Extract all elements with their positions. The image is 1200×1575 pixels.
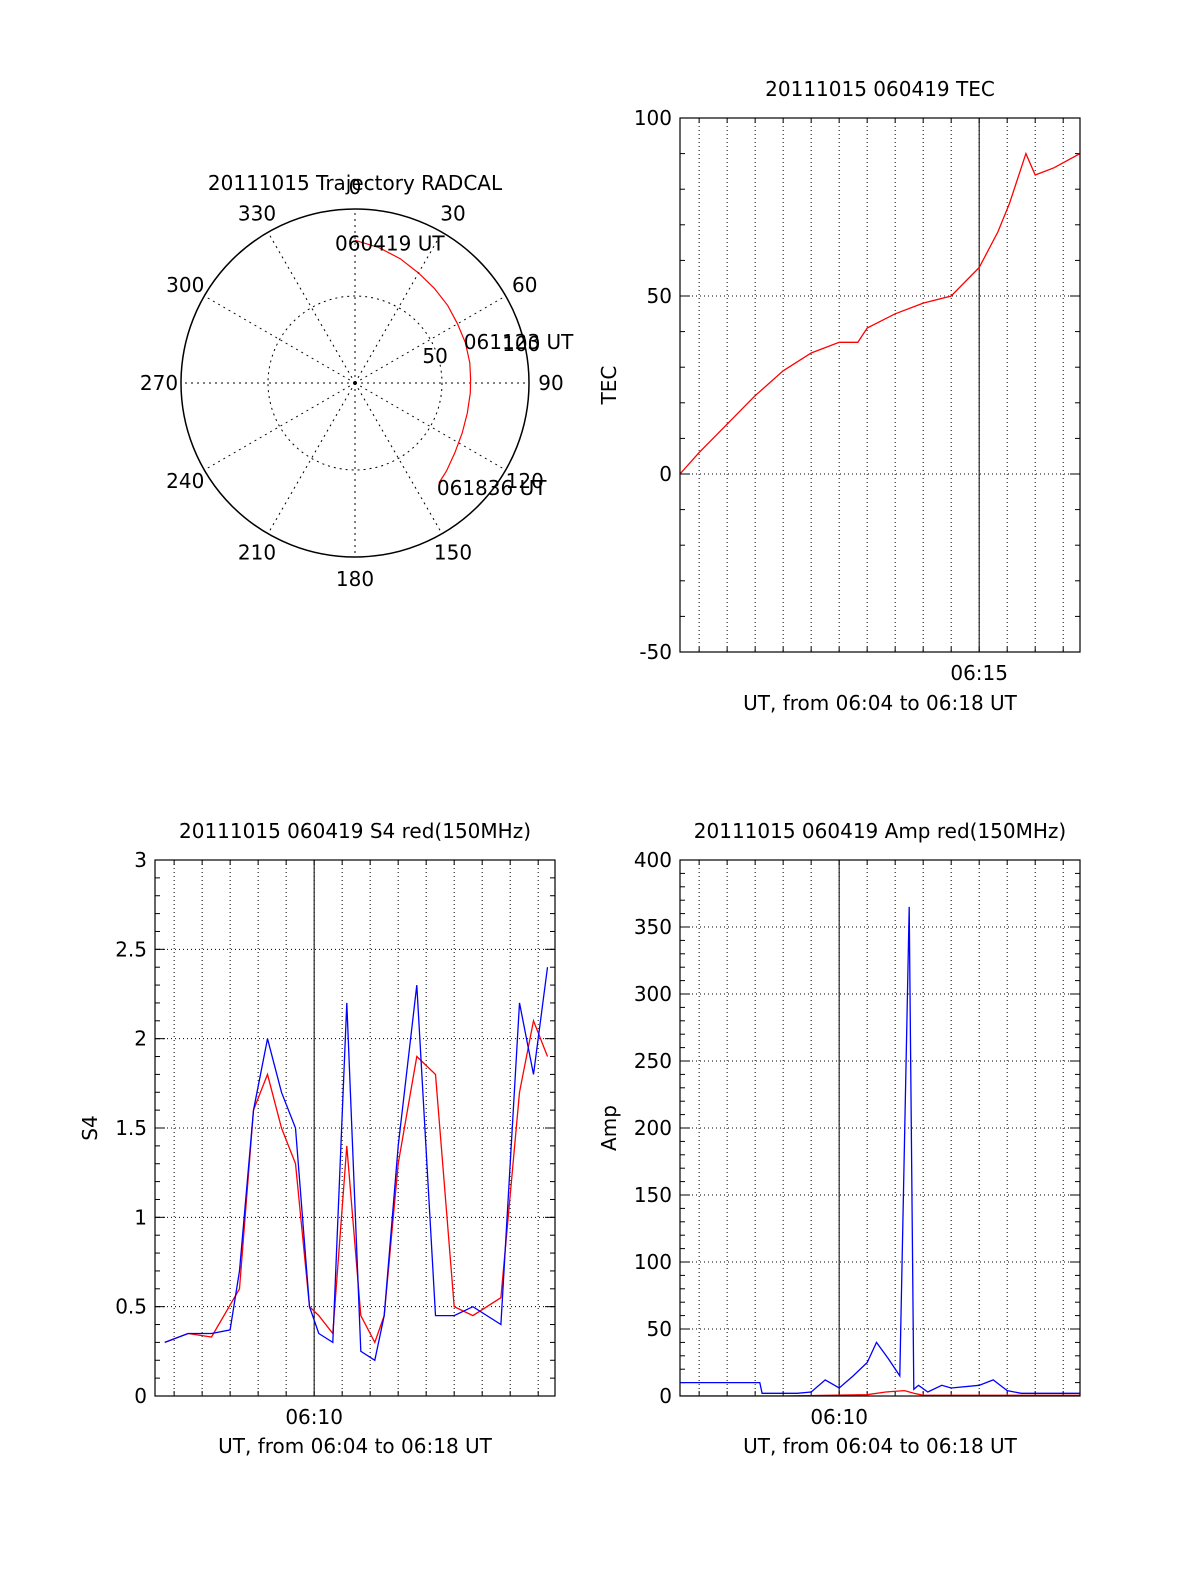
series-line-1 bbox=[164, 967, 549, 1362]
polar-grid bbox=[181, 209, 529, 557]
y-tick-label: 250 bbox=[634, 1049, 672, 1073]
y-tick-label: -50 bbox=[639, 640, 672, 664]
polar-radial-label: 100 bbox=[502, 332, 540, 356]
y-tick-label: 2 bbox=[134, 1027, 147, 1051]
polar-angle-label: 330 bbox=[238, 201, 276, 225]
x-tick-label: 06:10 bbox=[285, 1405, 343, 1429]
s4-xlabel: UT, from 06:04 to 06:18 UT bbox=[218, 1434, 493, 1458]
polar-radial-label: 50 bbox=[422, 344, 447, 368]
y-tick-label: 1 bbox=[134, 1205, 147, 1229]
y-tick-label: 50 bbox=[647, 1317, 672, 1341]
y-tick-label: 50 bbox=[647, 284, 672, 308]
plot-frame bbox=[679, 859, 1081, 1397]
series-line-0 bbox=[680, 151, 1080, 475]
y-tick-label: 300 bbox=[634, 982, 672, 1006]
tec-xlabel: UT, from 06:04 to 06:18 UT bbox=[743, 691, 1018, 715]
trajectory-annotations: 060419 UT 061123 UT 061836 UT bbox=[335, 231, 574, 500]
polar-angle-label: 210 bbox=[238, 541, 276, 565]
series-line-0 bbox=[680, 906, 1080, 1394]
polar-outer-circle bbox=[180, 208, 530, 558]
y-tick-label: 400 bbox=[634, 848, 672, 872]
trajectory-line bbox=[354, 239, 472, 484]
trajectory-time-label: 060419 UT bbox=[335, 231, 445, 255]
tec-title: 20111015 060419 TEC bbox=[765, 77, 995, 101]
y-tick-label: 150 bbox=[634, 1183, 672, 1207]
polar-grid-spoke bbox=[354, 232, 443, 384]
y-tick-label: 2.5 bbox=[115, 937, 147, 961]
amp-panel: 20111015 060419 Amp red(150MHz) 0 50 100 15… bbox=[597, 819, 1081, 1458]
polar-grid-spoke bbox=[354, 382, 443, 534]
polar-angle-label: 300 bbox=[166, 273, 204, 297]
y-tick-label: 350 bbox=[634, 915, 672, 939]
polar-angle-label: 150 bbox=[434, 541, 472, 565]
polar-angle-label: 60 bbox=[512, 273, 537, 297]
polar-grid-spoke bbox=[204, 382, 356, 471]
y-tick-label: 0 bbox=[659, 1384, 672, 1408]
polar-angle-label: 0 bbox=[349, 175, 362, 199]
y-tick-label: 0 bbox=[659, 462, 672, 486]
polar-grid-spoke bbox=[354, 295, 506, 384]
tec-ylabel: TEC bbox=[597, 366, 621, 406]
y-tick-label: 200 bbox=[634, 1116, 672, 1140]
polar-radial-labels: 50 100 bbox=[422, 332, 540, 368]
y-tick-label: 3 bbox=[134, 848, 147, 872]
polar-angle-label: 240 bbox=[166, 469, 204, 493]
tec-plot-area: -50 0 50 100 06:15 bbox=[634, 106, 1081, 685]
polar-grid-spoke bbox=[267, 232, 356, 384]
y-tick-label: 0 bbox=[134, 1384, 147, 1408]
trajectory-panel: 20111015 Trajectory RADCAL 0 30 60 90 120 150… bbox=[140, 171, 574, 591]
polar-angle-label: 90 bbox=[538, 371, 563, 395]
y-tick-label: 0.5 bbox=[115, 1295, 147, 1319]
series-line-0 bbox=[164, 1018, 549, 1345]
polar-grid-spoke bbox=[267, 382, 356, 534]
x-tick-label: 06:10 bbox=[810, 1405, 868, 1429]
s4-panel: 20111015 060419 S4 red(150MHz) 0 0.5 1 1.5 2… bbox=[78, 819, 556, 1458]
polar-grid-circle bbox=[267, 295, 443, 471]
x-tick-label: 06:15 bbox=[950, 661, 1008, 685]
polar-grid-spoke bbox=[204, 295, 356, 384]
s4-plot-area: 0 0.5 1 1.5 2 2.5 3 06:10 bbox=[115, 848, 556, 1429]
polar-angle-labels: 0 30 60 90 120 150 180 210 240 270 300 330 bbox=[140, 175, 564, 591]
polar-grid-spoke bbox=[354, 382, 506, 471]
polar-angle-label: 120 bbox=[506, 469, 544, 493]
amp-plot-area: 0 50 100 150 200 250 300 350 400 06:10 bbox=[634, 848, 1081, 1429]
y-tick-label: 1.5 bbox=[115, 1116, 147, 1140]
polar-angle-label: 180 bbox=[336, 567, 374, 591]
polar-angle-label: 30 bbox=[440, 201, 465, 225]
trajectory-time-label: 061836 UT bbox=[437, 476, 547, 500]
trajectory-title: 20111015 Trajectory RADCAL bbox=[208, 171, 503, 195]
polar-angle-label: 270 bbox=[140, 371, 178, 395]
amp-title: 20111015 060419 Amp red(150MHz) bbox=[694, 819, 1066, 843]
y-tick-label: 100 bbox=[634, 106, 672, 130]
plot-frame bbox=[154, 859, 556, 1397]
trajectory-time-label: 061123 UT bbox=[464, 330, 574, 354]
s4-title: 20111015 060419 S4 red(150MHz) bbox=[179, 819, 531, 843]
amp-ylabel: Amp bbox=[597, 1105, 621, 1151]
s4-ylabel: S4 bbox=[78, 1115, 102, 1140]
plot-frame bbox=[679, 117, 1081, 653]
amp-xlabel: UT, from 06:04 to 06:18 UT bbox=[743, 1434, 1018, 1458]
tec-panel: 20111015 060419 TEC -50 0 50 100 06:15 UT, f… bbox=[597, 77, 1081, 715]
y-tick-label: 100 bbox=[634, 1250, 672, 1274]
